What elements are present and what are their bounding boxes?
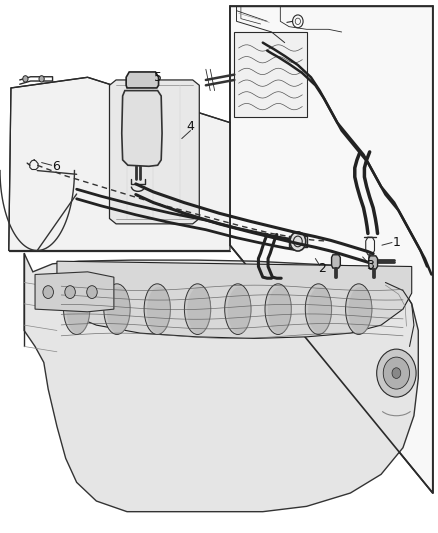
Ellipse shape [225,284,251,335]
Circle shape [65,286,75,298]
Text: 4: 4 [187,120,194,133]
Polygon shape [332,255,340,268]
Ellipse shape [147,287,171,334]
Ellipse shape [107,287,131,334]
Ellipse shape [187,287,211,334]
Text: 6: 6 [52,160,60,173]
Ellipse shape [308,287,332,334]
Circle shape [383,357,410,389]
Text: 3: 3 [366,259,374,272]
Polygon shape [122,91,162,166]
Circle shape [392,368,401,378]
Text: 5: 5 [154,71,162,84]
Circle shape [377,349,416,397]
Polygon shape [57,261,412,338]
Ellipse shape [144,284,170,335]
Ellipse shape [265,284,291,335]
Ellipse shape [184,284,211,335]
Ellipse shape [67,287,90,334]
Polygon shape [9,77,230,251]
Circle shape [43,286,53,298]
Polygon shape [230,6,433,493]
Text: 2: 2 [318,262,326,274]
Polygon shape [234,32,307,117]
Ellipse shape [346,284,372,335]
Circle shape [87,286,97,298]
Ellipse shape [268,287,292,334]
Ellipse shape [64,284,90,335]
Ellipse shape [305,284,332,335]
Ellipse shape [104,284,130,335]
Circle shape [39,76,44,82]
Polygon shape [369,256,378,269]
Polygon shape [126,72,159,88]
Text: 1: 1 [392,236,400,249]
Circle shape [23,76,28,82]
Ellipse shape [348,287,372,334]
Circle shape [290,232,306,251]
Polygon shape [110,80,199,224]
Polygon shape [24,253,418,512]
Polygon shape [35,272,114,312]
Ellipse shape [227,287,251,334]
